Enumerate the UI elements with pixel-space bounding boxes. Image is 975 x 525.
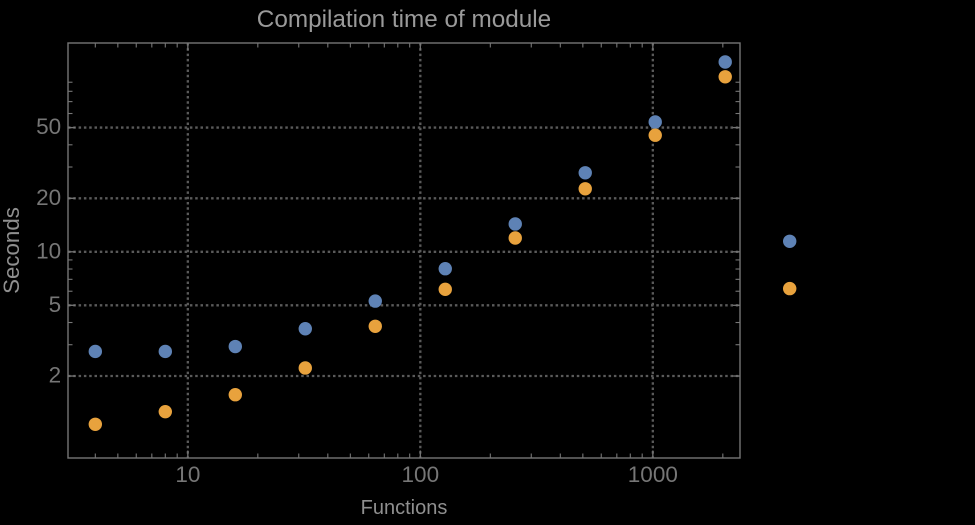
- svg-text:2: 2: [49, 363, 62, 388]
- svg-text:20: 20: [36, 185, 61, 210]
- svg-text:Compilation time of module: Compilation time of module: [257, 6, 551, 33]
- svg-text:10: 10: [36, 238, 61, 263]
- svg-text:100: 100: [402, 462, 440, 487]
- svg-text:Seconds: Seconds: [0, 207, 24, 294]
- svg-text:5: 5: [49, 292, 62, 317]
- svg-text:1000: 1000: [628, 462, 678, 487]
- svg-text:Functions: Functions: [361, 497, 448, 519]
- svg-text:10: 10: [175, 462, 200, 487]
- svg-text:50: 50: [36, 114, 61, 139]
